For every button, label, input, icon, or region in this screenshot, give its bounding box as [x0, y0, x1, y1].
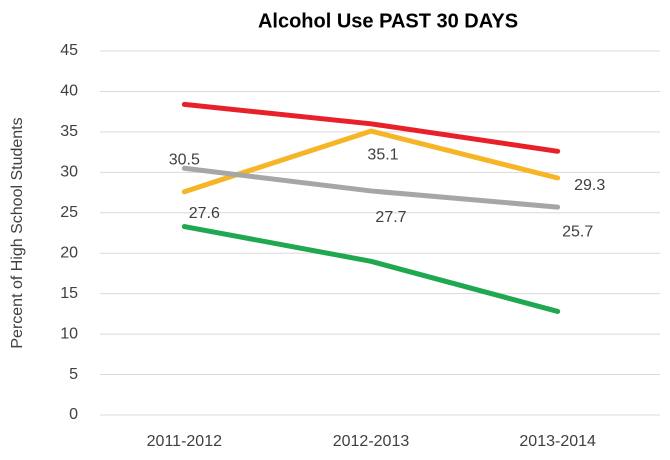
y-tick-label: 10	[60, 325, 78, 342]
y-axis-label: Percent of High School Students	[9, 117, 26, 348]
y-tick-label: 40	[60, 83, 78, 100]
x-tick-label: 2012-2013	[333, 433, 410, 450]
line-series	[181, 128, 561, 195]
y-tick-label: 0	[69, 406, 78, 423]
y-tick-label: 25	[60, 204, 78, 221]
y-tick-label: 35	[60, 123, 78, 140]
line-series	[181, 165, 561, 210]
data-label: 29.3	[574, 177, 605, 194]
line-series	[181, 224, 561, 314]
data-label: 30.5	[169, 152, 200, 169]
data-label: 27.6	[189, 205, 220, 222]
y-tick-label: 20	[60, 244, 78, 261]
data-label: 27.7	[375, 209, 406, 226]
y-tick-label: 15	[60, 285, 78, 302]
line-series	[181, 101, 561, 154]
y-tick-label: 5	[69, 366, 78, 383]
y-tick-label: 45	[60, 42, 78, 59]
y-tick-label: 30	[60, 164, 78, 181]
x-tick-label: 2013-2014	[519, 433, 596, 450]
chart-title: Alcohol Use PAST 30 DAYS	[258, 10, 518, 32]
data-label: 35.1	[367, 146, 398, 163]
x-tick-label: 2011-2012	[147, 433, 222, 450]
data-label: 25.7	[562, 223, 593, 240]
